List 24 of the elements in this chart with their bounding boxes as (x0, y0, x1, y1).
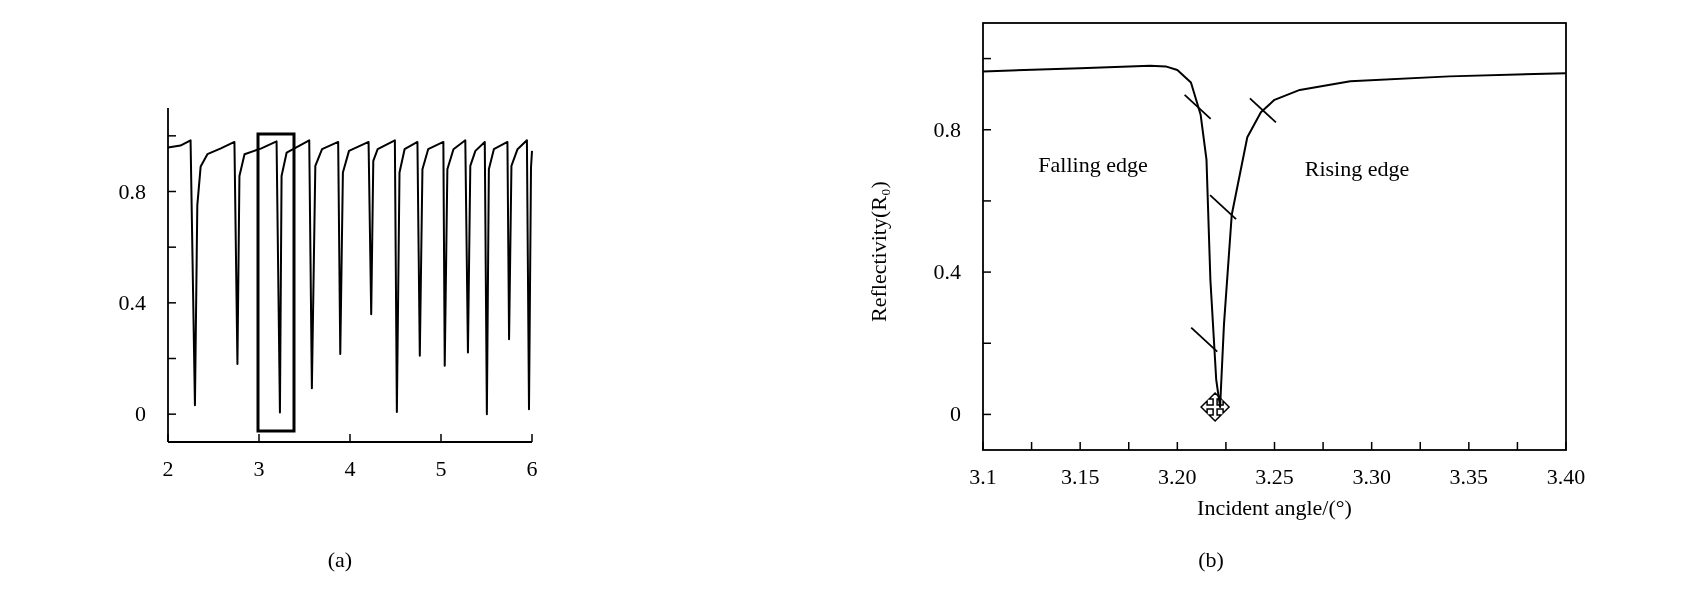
x-tick-label: 3.30 (1352, 464, 1391, 489)
text: (b) (1198, 547, 1224, 572)
y-tick-label: 0.8 (118, 178, 146, 204)
y-tick-label: 0.8 (933, 116, 961, 142)
x-tick-label: 5 (435, 456, 447, 481)
x-tick-label: 3.15 (1060, 464, 1100, 489)
x-tick-label: 3.25 (1255, 464, 1294, 489)
x-tick-label: 3.40 (1546, 464, 1586, 489)
x-axis-title: Incident angle/(°) (1197, 495, 1352, 520)
x-tick-label: 3 (253, 456, 265, 481)
x-tick-label: 3.1 (969, 464, 997, 489)
x-tick-label: 6 (526, 456, 538, 481)
annotation: Falling edge (1038, 152, 1148, 177)
y-axis-title: Reflectivity(R₀) (866, 181, 891, 322)
x-tick-label: 2 (162, 456, 174, 481)
y-tick-label: 0 (950, 401, 961, 427)
x-tick-label: 4 (344, 456, 356, 481)
text: (a) (327, 547, 353, 572)
y-tick-label: 0.4 (933, 259, 961, 285)
x-tick-label: 3.35 (1449, 464, 1489, 489)
x-tick-label: 3.20 (1158, 464, 1197, 489)
y-tick-label: 0.4 (118, 289, 146, 315)
annotation: Rising edge (1304, 156, 1410, 181)
y-tick-label: 0 (135, 401, 146, 427)
